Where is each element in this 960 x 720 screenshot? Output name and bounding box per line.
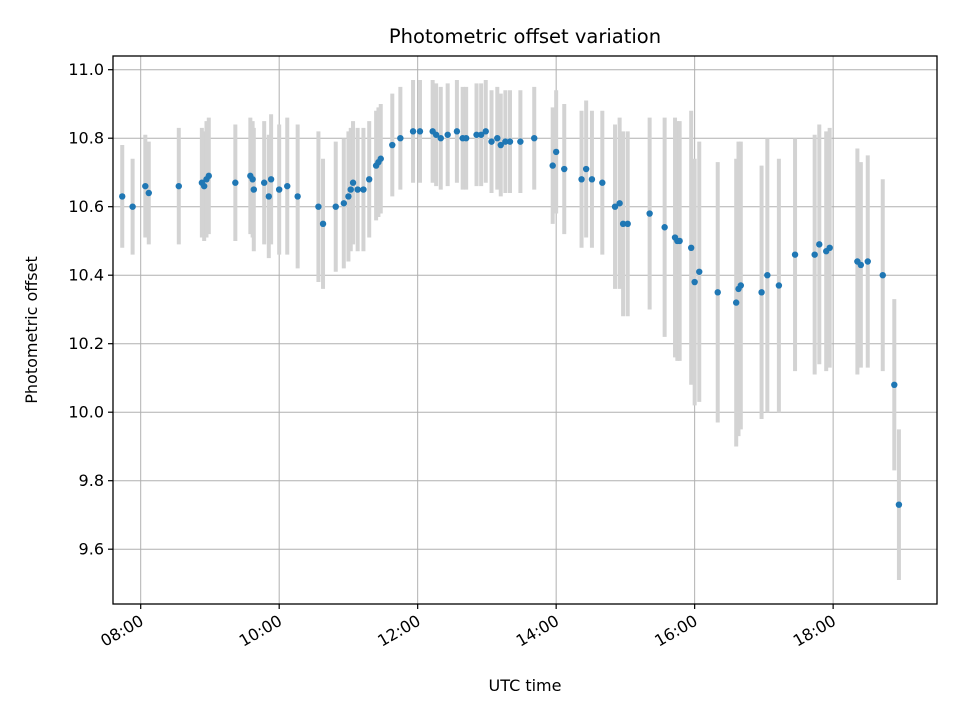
data-point xyxy=(389,141,396,149)
data-point xyxy=(857,261,865,269)
y-tick-label: 10.8 xyxy=(68,129,104,148)
data-point xyxy=(366,176,373,183)
data-point xyxy=(142,182,149,190)
data-point xyxy=(506,138,514,145)
data-point xyxy=(200,182,208,190)
data-point xyxy=(345,193,352,200)
data-point xyxy=(517,138,524,145)
y-axis-ticks: 9.6 9.8 10.0 10.2 10.4 10.6 10.8 11.0 xyxy=(68,60,113,559)
chart-title: Photometric offset variation xyxy=(389,25,661,48)
data-point xyxy=(205,172,212,180)
y-tick-label: 11.0 xyxy=(68,60,104,79)
data-point xyxy=(284,182,291,190)
y-tick-label: 10.4 xyxy=(68,266,104,285)
data-point xyxy=(175,182,182,190)
data-point xyxy=(482,128,489,135)
y-tick-label: 10.6 xyxy=(68,197,104,216)
data-point xyxy=(340,200,348,207)
data-point xyxy=(477,131,485,138)
data-point xyxy=(275,186,283,193)
data-point xyxy=(696,268,703,275)
data-point xyxy=(578,176,585,183)
data-point xyxy=(432,131,440,138)
data-point xyxy=(250,186,257,193)
data-point xyxy=(145,189,152,197)
data-point xyxy=(811,251,818,258)
data-point xyxy=(764,272,771,279)
y-axis-label: Photometric offset xyxy=(22,256,41,404)
data-point xyxy=(462,135,470,142)
data-point xyxy=(437,135,444,142)
data-point xyxy=(260,179,268,186)
data-point xyxy=(582,165,590,173)
data-point xyxy=(676,237,683,245)
data-point xyxy=(409,128,417,135)
y-tick-label: 9.6 xyxy=(79,540,104,559)
data-point xyxy=(315,203,322,210)
data-point xyxy=(531,135,538,142)
data-point xyxy=(497,141,504,149)
data-point xyxy=(891,381,898,388)
data-point xyxy=(249,176,256,183)
data-point xyxy=(732,299,740,306)
data-point xyxy=(561,165,568,173)
data-point xyxy=(687,244,695,251)
data-point xyxy=(611,203,619,210)
data-point xyxy=(714,289,721,296)
data-point xyxy=(453,128,461,135)
x-axis-label: UTC time xyxy=(489,676,562,695)
data-point xyxy=(488,138,495,145)
data-point xyxy=(864,258,871,265)
data-point xyxy=(616,200,623,207)
y-tick-label: 9.8 xyxy=(79,471,104,490)
data-point xyxy=(599,179,606,186)
data-point xyxy=(354,186,361,193)
data-point xyxy=(332,203,339,210)
data-point xyxy=(119,193,126,200)
data-point xyxy=(737,282,745,289)
data-point xyxy=(294,193,301,200)
data-point xyxy=(494,135,501,142)
data-point xyxy=(691,278,698,286)
y-tick-label: 10.0 xyxy=(68,403,104,422)
data-point xyxy=(758,289,765,296)
data-point xyxy=(397,135,404,142)
plot-frame xyxy=(112,55,938,605)
data-point xyxy=(619,220,627,228)
data-point xyxy=(588,176,596,183)
data-point xyxy=(816,241,823,248)
data-point xyxy=(624,220,631,228)
data-point xyxy=(444,131,451,138)
data-point xyxy=(549,162,556,169)
data-point xyxy=(232,179,239,186)
data-point xyxy=(661,224,668,231)
data-point xyxy=(502,138,509,145)
data-point xyxy=(826,244,833,251)
data-point xyxy=(473,131,480,138)
y-tick-label: 10.2 xyxy=(68,334,104,353)
data-point xyxy=(377,155,384,162)
data-point xyxy=(360,186,367,193)
data-point xyxy=(775,282,783,289)
data-point xyxy=(879,272,886,279)
grid xyxy=(113,56,937,604)
data-point xyxy=(347,186,354,193)
data-points xyxy=(119,128,903,508)
data-point xyxy=(349,179,357,186)
data-point xyxy=(416,128,424,135)
data-point xyxy=(646,210,653,217)
data-point xyxy=(267,176,275,183)
data-point xyxy=(319,220,327,228)
data-point xyxy=(552,148,560,156)
data-point xyxy=(129,203,136,210)
data-point xyxy=(791,251,799,258)
data-point xyxy=(895,501,903,508)
data-point xyxy=(265,193,272,200)
